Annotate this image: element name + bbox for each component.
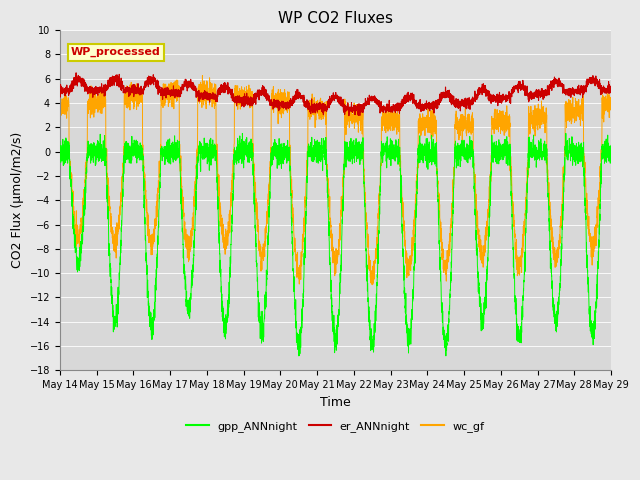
gpp_ANNnight: [155, 207, 163, 213]
Line: er_ANNnight: er_ANNnight: [60, 73, 611, 116]
gpp_ANNnight: [239, 131, 246, 136]
er_ANNnight: [607, 87, 614, 93]
X-axis label: Time: Time: [320, 396, 351, 408]
er_ANNnight: [315, 104, 323, 110]
gpp_ANNnight: [56, 138, 64, 144]
gpp_ANNnight: [460, 150, 467, 156]
wc_gf: [460, 120, 467, 126]
gpp_ANNnight: [490, 143, 498, 149]
er_ANNnight: [607, 89, 615, 95]
wc_gf: [198, 73, 206, 79]
er_ANNnight: [429, 107, 436, 112]
wc_gf: [607, 95, 615, 100]
wc_gf: [490, 110, 498, 116]
Y-axis label: CO2 Flux (μmol/m2/s): CO2 Flux (μmol/m2/s): [11, 132, 24, 268]
wc_gf: [315, 104, 323, 109]
wc_gf: [429, 122, 436, 128]
wc_gf: [56, 109, 64, 115]
gpp_ANNnight: [607, 143, 615, 148]
wc_gf: [369, 282, 376, 288]
Text: WP_processed: WP_processed: [71, 47, 161, 57]
gpp_ANNnight: [295, 353, 303, 359]
Legend: gpp_ANNnight, er_ANNnight, wc_gf: gpp_ANNnight, er_ANNnight, wc_gf: [182, 417, 489, 437]
gpp_ANNnight: [316, 148, 323, 154]
Line: gpp_ANNnight: gpp_ANNnight: [60, 133, 611, 356]
gpp_ANNnight: [429, 154, 436, 159]
er_ANNnight: [345, 113, 353, 119]
Line: wc_gf: wc_gf: [60, 76, 611, 285]
gpp_ANNnight: [607, 149, 614, 155]
er_ANNnight: [460, 98, 467, 104]
wc_gf: [155, 184, 163, 190]
Title: WP CO2 Fluxes: WP CO2 Fluxes: [278, 11, 393, 26]
er_ANNnight: [155, 83, 163, 89]
wc_gf: [607, 107, 614, 112]
er_ANNnight: [490, 98, 498, 104]
er_ANNnight: [72, 70, 80, 76]
er_ANNnight: [56, 89, 64, 95]
